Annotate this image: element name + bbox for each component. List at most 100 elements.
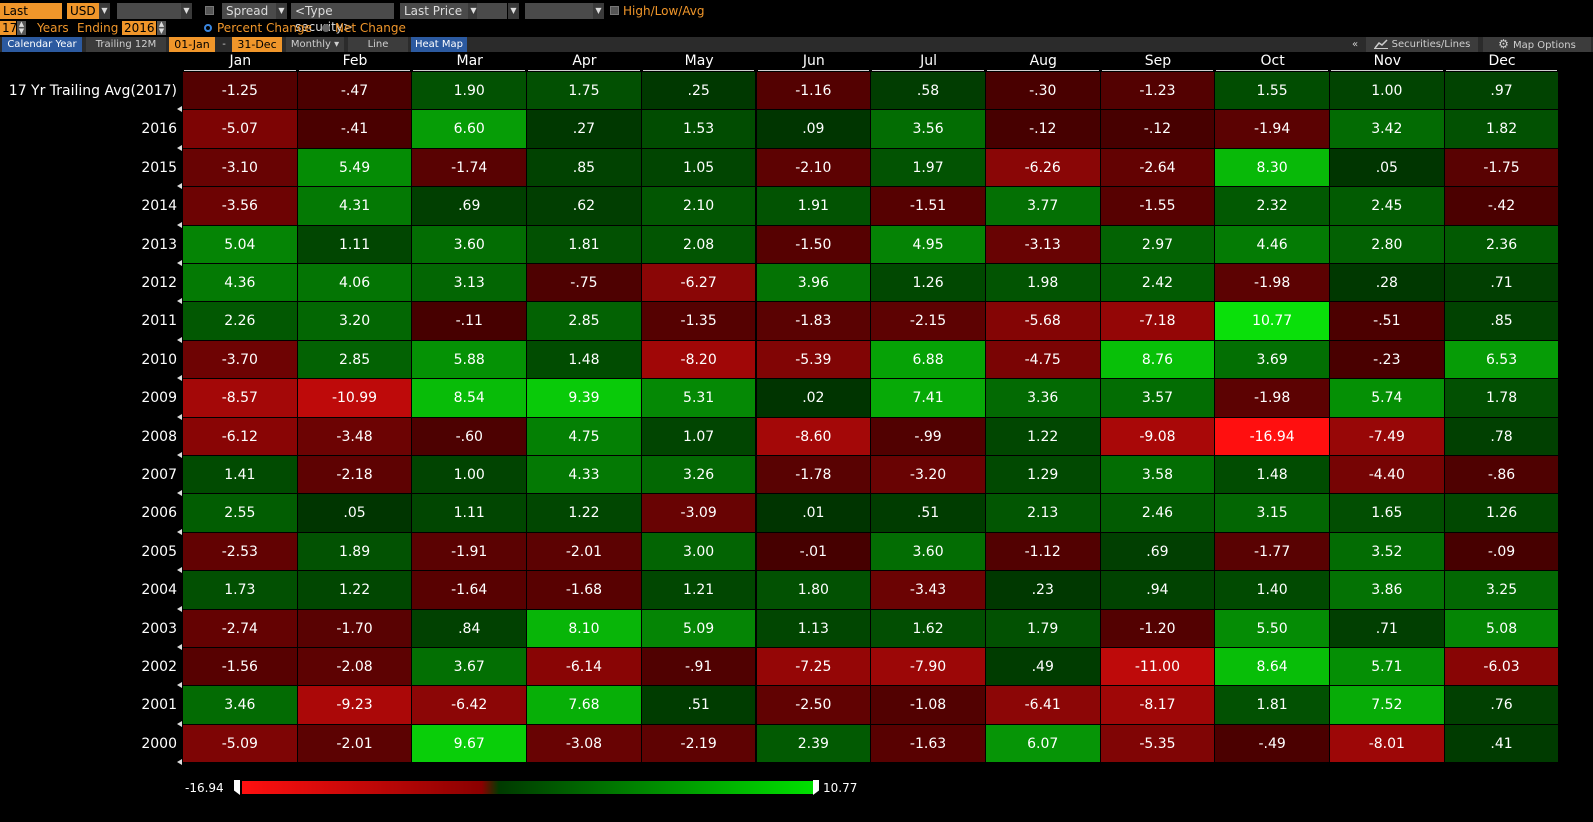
heatmap-cell[interactable]: 3.67 bbox=[412, 648, 528, 687]
heatmap-cell[interactable]: 3.57 bbox=[1100, 379, 1216, 418]
heatmap-cell[interactable]: .58 bbox=[871, 72, 986, 111]
heatmap-cell[interactable]: -5.39 bbox=[756, 340, 872, 380]
heatmap-cell[interactable]: 2.46 bbox=[1100, 494, 1216, 533]
heatmap-cell[interactable]: -.91 bbox=[641, 648, 757, 687]
heatmap-cell[interactable]: 8.54 bbox=[412, 379, 528, 418]
heatmap-cell[interactable]: -.12 bbox=[1100, 110, 1216, 149]
heatmap-cell[interactable]: 9.67 bbox=[412, 724, 528, 764]
heatmap-cell[interactable]: .62 bbox=[527, 187, 642, 226]
heatmap-cell[interactable]: 3.56 bbox=[871, 110, 986, 149]
heatmap-cell[interactable]: 1.53 bbox=[641, 110, 757, 149]
heatmap-cell[interactable]: 1.97 bbox=[871, 148, 986, 188]
heatmap-cell[interactable]: 5.88 bbox=[412, 340, 528, 380]
heatmap-cell[interactable]: -5.35 bbox=[1100, 724, 1216, 764]
blank-field-2[interactable] bbox=[477, 3, 507, 19]
heatmap-cell[interactable]: -8.57 bbox=[183, 379, 298, 418]
heatmap-cell[interactable]: -6.27 bbox=[641, 264, 757, 303]
heatmap-cell[interactable]: 3.52 bbox=[1330, 532, 1445, 572]
heatmap-cell[interactable]: 4.33 bbox=[527, 456, 642, 495]
heatmap-cell[interactable]: 7.52 bbox=[1330, 686, 1445, 725]
heatmap-cell[interactable]: 1.78 bbox=[1444, 379, 1560, 418]
high-low-avg-checkbox[interactable] bbox=[610, 6, 619, 15]
heatmap-cell[interactable]: .09 bbox=[756, 110, 872, 149]
spread-checkbox[interactable] bbox=[205, 6, 214, 15]
heatmap-cell[interactable]: 1.81 bbox=[527, 225, 642, 264]
percent-change-radio[interactable] bbox=[204, 24, 212, 32]
heatmap-cell[interactable]: -1.63 bbox=[871, 724, 986, 764]
heatmap-cell[interactable]: -.42 bbox=[1444, 187, 1560, 226]
heatmap-cell[interactable]: -8.20 bbox=[641, 340, 757, 380]
heatmap-cell[interactable]: -1.91 bbox=[412, 532, 528, 572]
heatmap-cell[interactable]: -6.03 bbox=[1444, 648, 1560, 687]
heatmap-cell[interactable]: 1.75 bbox=[527, 72, 642, 111]
heatmap-cell[interactable]: .84 bbox=[412, 609, 528, 648]
heatmap-cell[interactable]: 2.26 bbox=[183, 302, 298, 341]
heatmap-cell[interactable]: -3.10 bbox=[183, 148, 298, 188]
heatmap-cell[interactable]: 5.50 bbox=[1215, 609, 1330, 648]
heatmap-cell[interactable]: 2.13 bbox=[985, 494, 1101, 533]
heatmap-cell[interactable]: -1.50 bbox=[756, 225, 872, 264]
heatmap-cell[interactable]: .23 bbox=[985, 571, 1101, 610]
heatmap-cell[interactable]: 1.62 bbox=[871, 609, 986, 648]
heatmap-cell[interactable]: 3.42 bbox=[1330, 110, 1445, 149]
heatmap-cell[interactable]: 3.00 bbox=[641, 532, 757, 572]
heatmap-cell[interactable]: 3.60 bbox=[412, 225, 528, 264]
heatmap-cell[interactable]: -5.07 bbox=[183, 110, 298, 149]
heatmap-cell[interactable]: -1.77 bbox=[1215, 532, 1330, 572]
blank2-dropdown-icon[interactable]: ▼ bbox=[508, 3, 519, 19]
heatmap-cell[interactable]: -2.74 bbox=[183, 609, 298, 648]
heatmap-cell[interactable]: -2.01 bbox=[297, 724, 413, 764]
heatmap-cell[interactable]: -2.15 bbox=[871, 302, 986, 341]
heatmap-cell[interactable]: -.47 bbox=[297, 72, 413, 111]
heatmap-cell[interactable]: 1.00 bbox=[1330, 72, 1445, 111]
heatmap-cell[interactable]: -1.98 bbox=[1215, 264, 1330, 303]
heatmap-cell[interactable]: -1.56 bbox=[183, 648, 298, 687]
heatmap-cell[interactable]: -.99 bbox=[871, 417, 986, 456]
heatmap-cell[interactable]: 10.77 bbox=[1215, 302, 1330, 341]
heatmap-cell[interactable]: .05 bbox=[1330, 148, 1445, 188]
heatmap-cell[interactable]: 1.13 bbox=[756, 609, 872, 648]
heatmap-cell[interactable]: .49 bbox=[985, 648, 1101, 687]
heatmap-cell[interactable]: -3.48 bbox=[297, 417, 413, 456]
tab-trailing-12m[interactable]: Trailing 12M bbox=[86, 37, 166, 52]
heatmap-cell[interactable]: -3.09 bbox=[641, 494, 757, 533]
heatmap-cell[interactable]: -10.99 bbox=[297, 379, 413, 418]
heatmap-cell[interactable]: 2.39 bbox=[756, 724, 872, 764]
heatmap-cell[interactable]: 8.10 bbox=[527, 609, 642, 648]
heatmap-cell[interactable]: -2.18 bbox=[297, 456, 413, 495]
heatmap-cell[interactable]: 5.49 bbox=[297, 148, 413, 188]
heatmap-cell[interactable]: 1.22 bbox=[297, 571, 413, 610]
heatmap-cell[interactable]: 4.95 bbox=[871, 225, 986, 264]
heatmap-cell[interactable]: -2.64 bbox=[1100, 148, 1216, 188]
heatmap-cell[interactable]: 2.85 bbox=[297, 340, 413, 380]
heatmap-cell[interactable]: -7.25 bbox=[756, 648, 872, 687]
heatmap-cell[interactable]: 3.26 bbox=[641, 456, 757, 495]
heatmap-cell[interactable]: 9.39 bbox=[527, 379, 642, 418]
map-options-button[interactable]: ⚙ Map Options bbox=[1483, 37, 1591, 52]
heatmap-cell[interactable]: .71 bbox=[1330, 609, 1445, 648]
heatmap-cell[interactable]: 2.08 bbox=[641, 225, 757, 264]
heatmap-cell[interactable]: 1.22 bbox=[985, 417, 1101, 456]
heatmap-cell[interactable]: 6.88 bbox=[871, 340, 986, 380]
tab-line[interactable]: Line bbox=[348, 37, 408, 52]
heatmap-cell[interactable]: -1.98 bbox=[1215, 379, 1330, 418]
heatmap-cell[interactable]: 5.71 bbox=[1330, 648, 1445, 687]
heatmap-cell[interactable]: .69 bbox=[412, 187, 528, 226]
heatmap-cell[interactable]: 5.09 bbox=[641, 609, 757, 648]
heatmap-cell[interactable]: -1.64 bbox=[412, 571, 528, 610]
heatmap-cell[interactable]: -.30 bbox=[985, 72, 1101, 111]
frequency-selector[interactable]: Monthly ▾ bbox=[286, 37, 344, 52]
spread-dropdown-icon[interactable]: ▼ bbox=[276, 3, 287, 19]
heatmap-cell[interactable]: -3.56 bbox=[183, 187, 298, 226]
heatmap-cell[interactable]: -.01 bbox=[756, 532, 872, 572]
heatmap-cell[interactable]: 3.20 bbox=[297, 302, 413, 341]
heatmap-cell[interactable]: 1.90 bbox=[412, 72, 528, 111]
heatmap-cell[interactable]: 1.98 bbox=[985, 264, 1101, 303]
heatmap-cell[interactable]: 2.85 bbox=[527, 302, 642, 341]
heatmap-cell[interactable]: -7.18 bbox=[1100, 302, 1216, 341]
heatmap-cell[interactable]: -9.23 bbox=[297, 686, 413, 725]
heatmap-cell[interactable]: 1.26 bbox=[1444, 494, 1560, 533]
currency-selector[interactable]: USD bbox=[67, 3, 99, 19]
heatmap-cell[interactable]: -1.23 bbox=[1100, 72, 1216, 111]
scale-max-handle[interactable] bbox=[813, 780, 819, 795]
